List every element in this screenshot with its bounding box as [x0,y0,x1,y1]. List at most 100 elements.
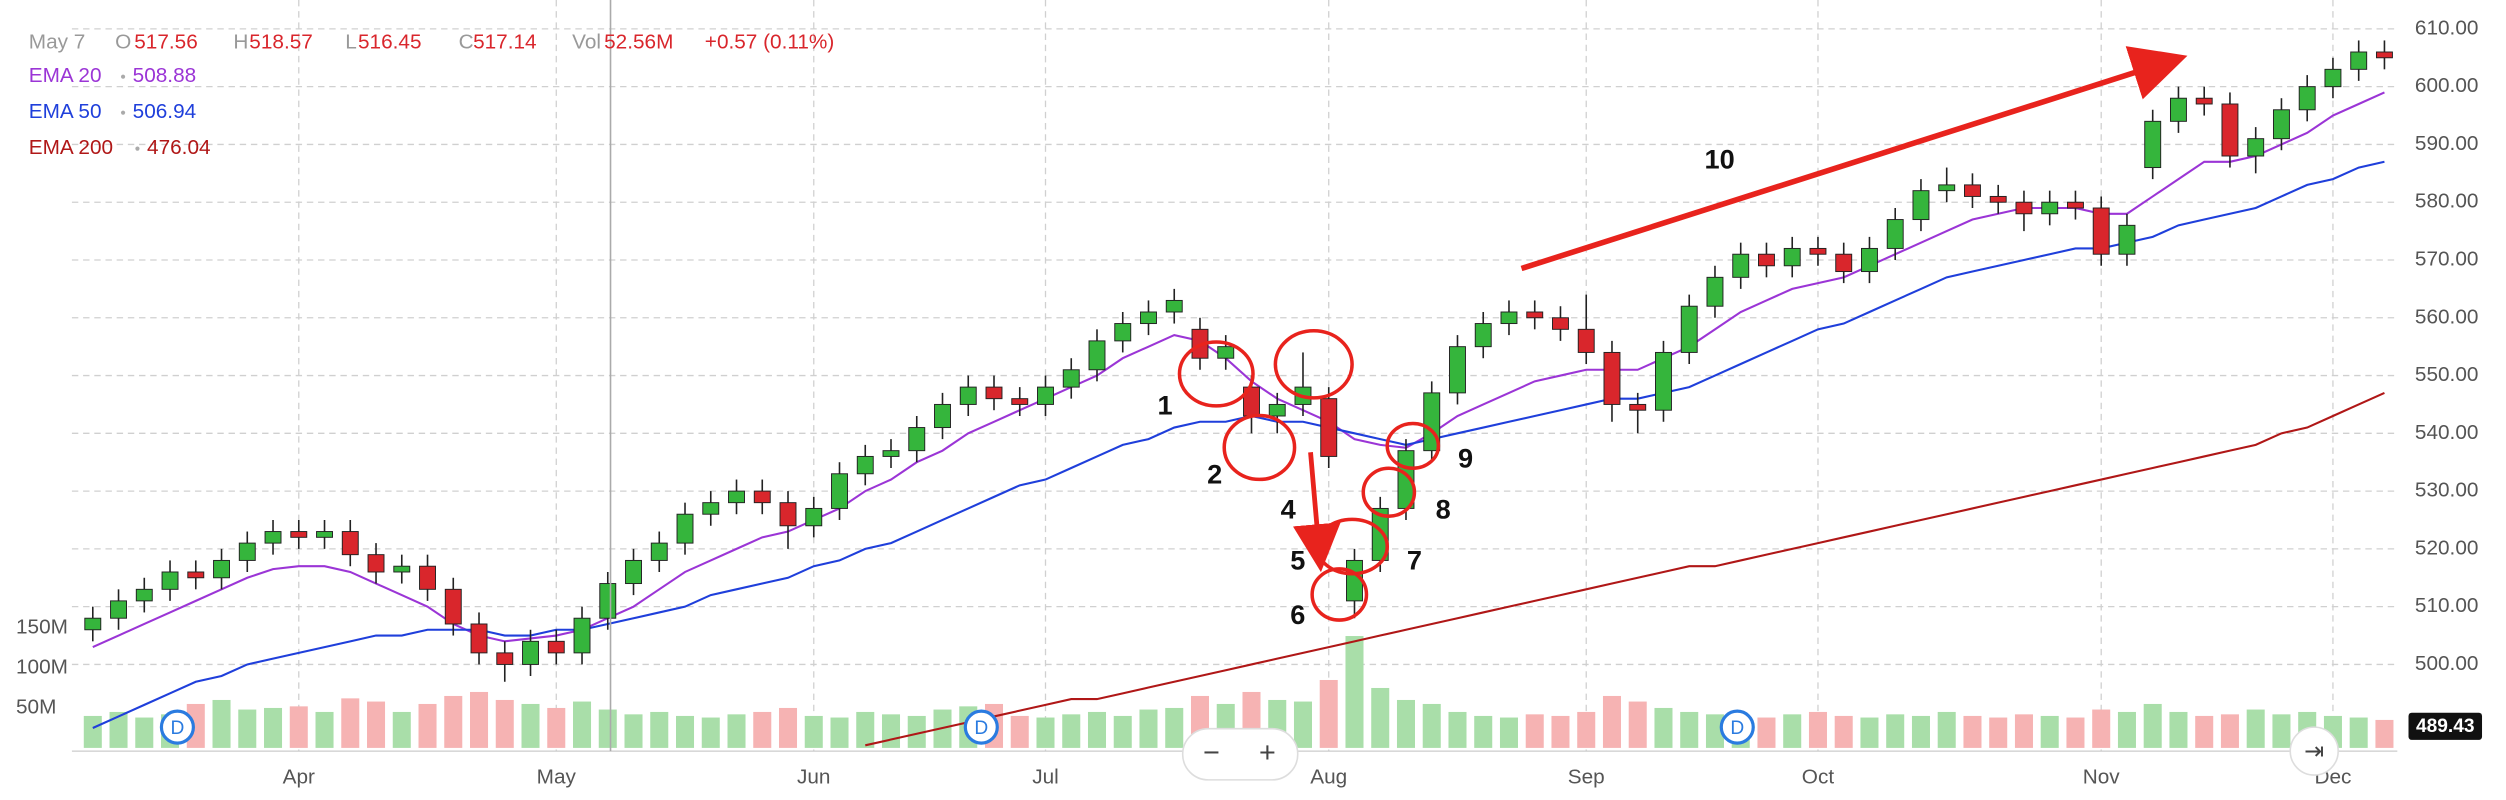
legend-dot [120,110,126,115]
zoom-out[interactable]: − [1203,737,1220,769]
volume-bar [2375,719,2394,748]
candles [84,40,2393,682]
candle-body [2169,97,2187,122]
volume-bar [856,711,875,748]
annotation: 2 [1207,458,1222,489]
volume-bar [2272,714,2291,748]
legend-name: EMA 200 [29,136,113,159]
candle-body [934,403,951,429]
annotation: 6 [1290,599,1305,630]
volume-bar [1062,714,1081,748]
candle-body [1474,323,1492,348]
legend-dot [135,146,140,151]
candle-body [2221,103,2239,157]
volume-bar [1602,695,1621,748]
open: 517.56 [134,31,198,54]
candle-body [1577,328,1595,353]
volume-bar [804,715,823,748]
candle-body [1912,190,1930,221]
x-tick-label: Jun [797,766,830,789]
y-tick-label: 570.00 [2415,247,2479,270]
volume-bar [778,707,798,748]
volume-bar [676,715,695,748]
candle-body [341,531,359,556]
volume-bar [367,701,386,748]
candle-body [1964,184,1981,197]
y-tick-label: 560.00 [2415,305,2479,328]
candle-body [728,490,745,504]
x-tick-label: Jul [1032,766,1059,789]
circle [1273,329,1354,400]
volume-bar [238,709,257,748]
volume-bar [1474,715,1493,748]
candle-body [753,490,771,504]
candle-body [702,502,720,515]
volume-label: Vol [572,31,601,54]
event-marker[interactable] [1719,709,1755,745]
candle-body [496,652,514,665]
volume-bar [1422,703,1441,748]
y-tick-label: 520.00 [2415,536,2479,559]
candle-body [2195,97,2213,105]
event-markers[interactable]: D D D [159,709,1755,745]
volume-bar [1757,717,1776,748]
last-tag: 489.43 [2416,716,2475,737]
volume-bar [495,699,514,748]
volume-bar [264,707,283,748]
volume-bar [1886,714,1905,748]
volume-bar [573,701,592,748]
volume-bar [470,691,489,748]
candle-body [84,617,102,631]
volume-bar [830,717,849,748]
candle-body [908,427,926,452]
volume-bar [907,715,926,748]
candle-body [650,542,668,561]
event-marker[interactable] [159,709,195,745]
candle-body [110,600,127,619]
volume-bar [2066,717,2085,748]
volume-tick-label: 150M [16,616,68,639]
candle-body [676,513,694,544]
candle-body [316,531,333,538]
volume-bar [2040,715,2059,748]
candle-body [367,554,385,573]
candle-body [290,531,308,538]
circle [1385,421,1441,470]
candle-body [2350,51,2368,70]
open-label: O [115,31,131,54]
volume-bar [1551,715,1570,748]
volume-tick-label: 50M [16,695,56,718]
volume-bar [1963,715,1982,748]
volume-bar [1577,711,1596,748]
candle-body [547,640,565,654]
event-marker[interactable] [963,709,999,745]
candle-body [2118,224,2136,255]
volume-tick-label: 100M [16,655,68,678]
candle-body [2375,51,2393,59]
low: 516.45 [358,31,422,54]
header: May 7 O 517.56 H 518.57 L 516.45 C 517.1… [29,31,835,54]
zoom-in[interactable]: + [1259,737,1276,769]
volume-bar [1525,714,1544,748]
jump-button[interactable] [2289,726,2339,776]
volume-bar [1654,707,1673,748]
arrow [1292,452,1341,573]
x-tick-label: Aug [1310,766,1347,789]
volume-bar [650,711,669,748]
candle-body [393,565,411,573]
last-tag-box [2408,712,2483,740]
candle-body [1758,253,1775,267]
candle-body [599,583,617,619]
volume-bar [2014,714,2033,748]
zoom-controls: − + ⇥ [1181,726,2339,781]
candle-body [2015,201,2033,215]
candle-body [2324,68,2342,88]
volume-bar [1860,717,1879,748]
jump-icon[interactable]: ⇥ [2304,738,2324,765]
volume-bar [2169,711,2188,748]
candle-body [1938,184,1956,192]
volume-bar [1165,707,1184,748]
candle-body [959,386,977,405]
volume-bar [1087,711,1107,748]
